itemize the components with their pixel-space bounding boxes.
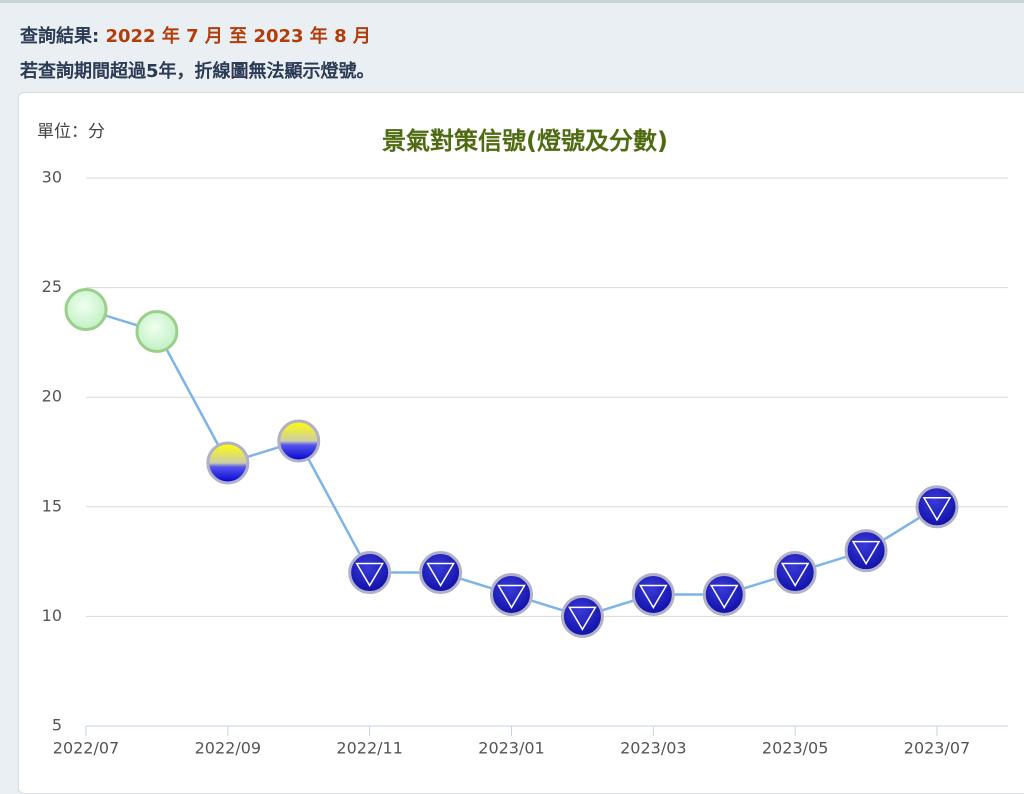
signal-marker (277, 419, 321, 463)
marker-triangle (639, 584, 668, 609)
marker-triangle (568, 606, 597, 631)
y-tick-label: 10 (42, 606, 62, 625)
x-tick-label: 2023/03 (620, 739, 686, 758)
marker-triangle (709, 584, 739, 609)
signal-marker (702, 572, 746, 616)
y-tick-label: 30 (42, 168, 62, 187)
signal-marker (560, 594, 604, 638)
signal-marker (64, 288, 108, 332)
unit-label: 單位：分 (37, 122, 105, 142)
marker-circle (64, 288, 108, 332)
y-tick-label: 5 (52, 716, 62, 735)
result-range: 2022 年 7 月 至 2023 年 8 月 (105, 26, 371, 47)
signal-marker (135, 309, 179, 353)
marker-circle (277, 419, 321, 463)
marker-circle (702, 572, 746, 616)
marker-circle (915, 485, 959, 529)
x-tick-label: 2022/09 (195, 739, 261, 758)
signal-marker (490, 572, 533, 616)
marker-triangle (851, 540, 881, 566)
y-tick-label: 20 (42, 387, 62, 406)
x-tick-label: 2023/07 (904, 739, 970, 758)
x-tick-label: 2023/01 (478, 739, 544, 758)
signal-marker (206, 441, 250, 485)
marker-circle (490, 572, 533, 616)
marker-triangle (780, 562, 810, 588)
marker-circle (844, 529, 888, 573)
signal-marker (348, 551, 392, 595)
x-tick-label: 2022/07 (53, 739, 119, 758)
result-label: 查詢結果: (20, 26, 100, 47)
signal-marker (419, 551, 463, 595)
marker-triangle (355, 562, 384, 588)
note: 若查詢期間超過5年，折線圖無法顯示燈號。 (20, 61, 375, 82)
x-tick-label: 2022/11 (336, 739, 402, 758)
chart-panel (18, 92, 1024, 794)
chart-title: 景氣對策信號(燈號及分數) (382, 127, 668, 155)
marker-circle (773, 551, 817, 595)
marker-circle (348, 551, 392, 595)
marker-triangle (497, 584, 526, 609)
x-tick-label: 2023/05 (762, 739, 828, 758)
marker-triangle (426, 562, 455, 588)
marker-circle (206, 441, 250, 485)
y-tick-label: 25 (42, 277, 62, 296)
top-bar (0, 0, 1024, 3)
signal-marker (631, 572, 675, 616)
marker-circle (135, 309, 179, 353)
marker-circle (560, 594, 604, 638)
result-line: 查詢結果: 2022 年 7 月 至 2023 年 8 月 (20, 22, 371, 48)
signal-marker (844, 529, 888, 573)
y-tick-label: 15 (42, 496, 62, 515)
marker-circle (631, 572, 675, 616)
signal-marker (773, 551, 817, 595)
marker-triangle (922, 497, 952, 522)
marker-circle (419, 551, 463, 595)
signal-marker (915, 485, 959, 529)
